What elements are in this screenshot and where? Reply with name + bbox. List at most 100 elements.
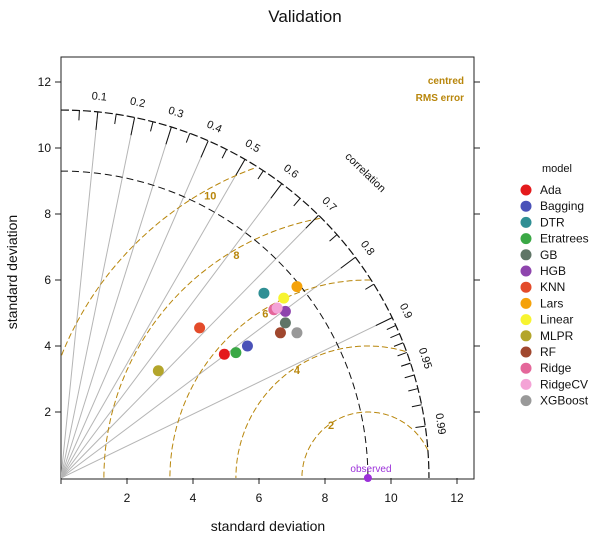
- rms-contour: [169, 279, 371, 478]
- correlation-tick: [340, 256, 356, 269]
- point-bagging: [241, 340, 253, 352]
- correlation-tick-label: 0.2: [129, 95, 146, 110]
- correlation-tick: [130, 117, 136, 136]
- legend-label-mlpr: MLPR: [540, 329, 574, 343]
- point-lars: [291, 281, 303, 293]
- legend-title: model: [542, 163, 572, 175]
- correlation-tick: [235, 159, 246, 176]
- plot-area: 2 4 6 8 10 0.1 0.2 0.3 0.4 0.5 0.6 0.7 0.8 0.9 0.95 0.9…: [38, 75, 480, 505]
- legend-marker-hgb: [520, 265, 532, 277]
- x-tick-label: 12: [450, 491, 464, 505]
- rms-contour: [235, 345, 406, 478]
- chart-title: Validation: [268, 7, 341, 26]
- legend-marker-ridgecv: [520, 378, 532, 390]
- legend-label-etratrees: Etratrees: [540, 232, 589, 246]
- correlation-tick-label: 0.9: [397, 302, 414, 321]
- legend-marker-mlpr: [520, 330, 532, 342]
- correlation-tick: [150, 121, 154, 132]
- point-mlpr: [152, 365, 164, 377]
- legend-marker-rf: [520, 346, 532, 358]
- correlation-tick-label: 0.8: [358, 239, 377, 258]
- legend-label-hgb: HGB: [540, 264, 566, 278]
- rms-contour-label: 10: [204, 191, 216, 203]
- correlation-tick: [165, 126, 172, 145]
- legend-marker-linear: [520, 314, 532, 326]
- point-rf: [274, 327, 286, 339]
- correlation-tick: [221, 149, 228, 159]
- x-axis-title: standard deviation: [211, 518, 325, 534]
- legend: Ada Bagging DTR Etratrees GB HGB KNN Lars Linear…: [520, 183, 589, 408]
- legend-marker-gb: [520, 249, 532, 261]
- y-tick-label: 2: [44, 405, 51, 419]
- correlation-tick: [365, 283, 375, 290]
- legend-label-knn: KNN: [540, 280, 565, 294]
- sd-reference-arc: [61, 170, 369, 479]
- y-tick-label: 6: [44, 273, 51, 287]
- legend-marker-bagging: [520, 200, 532, 212]
- legend-label-ridgecv: RidgeCV: [540, 377, 588, 391]
- correlation-tick: [411, 404, 422, 408]
- legend-label-linear: Linear: [540, 313, 573, 327]
- point-xgboost: [291, 327, 303, 339]
- correlation-ray: [61, 111, 99, 479]
- legend-marker-dtr: [520, 216, 532, 228]
- y-tick-label: 12: [38, 75, 52, 89]
- correlation-tick-label: 0.3: [167, 105, 185, 121]
- correlation-ray: [61, 256, 356, 479]
- correlation-tick: [397, 351, 408, 357]
- plot-frame: [60, 56, 475, 480]
- correlation-tick-label: 0.6: [281, 162, 300, 181]
- clipped-layer: 2 4 6 8 10: [61, 109, 430, 479]
- legend-marker-ada: [520, 184, 532, 196]
- correlation-tick-label: 0.4: [205, 119, 224, 136]
- x-tick-label: 2: [124, 491, 131, 505]
- legend-label-ada: Ada: [540, 183, 562, 197]
- rms-contour-label: 2: [328, 420, 334, 432]
- legend-label-lars: Lars: [540, 296, 563, 310]
- legend-marker-etratrees: [520, 233, 532, 245]
- x-tick-label: 8: [322, 491, 329, 505]
- correlation-tick: [390, 333, 400, 339]
- rms-contour-label: 8: [233, 250, 239, 262]
- legend-label-bagging: Bagging: [540, 199, 584, 213]
- correlation-tick: [393, 342, 404, 347]
- y-tick-label: 4: [44, 339, 51, 353]
- rms-contour: [301, 411, 429, 478]
- point-linear: [278, 292, 290, 304]
- correlation-tick-label: 0.5: [243, 137, 262, 155]
- legend-label-dtr: DTR: [540, 215, 565, 229]
- legend-label-gb: GB: [540, 248, 557, 262]
- correlation-tick: [200, 140, 209, 158]
- y-tick-label: 8: [44, 207, 51, 221]
- rms-contour: [103, 217, 320, 478]
- rms-contour: [61, 167, 254, 356]
- y-tick-label: 10: [38, 141, 52, 155]
- correlation-tick: [329, 234, 338, 242]
- point-etratrees: [230, 347, 242, 359]
- correlation-tick-label: 0.1: [91, 90, 107, 103]
- legend-marker-xgboost: [520, 395, 532, 407]
- correlation-ray: [61, 140, 209, 479]
- correlation-tick: [408, 388, 419, 392]
- legend-marker-lars: [520, 297, 532, 309]
- correlation-tick: [305, 214, 319, 229]
- x-tick-label: 10: [384, 491, 398, 505]
- correlation-ray: [61, 317, 393, 479]
- point-ridgecv: [271, 302, 283, 314]
- point-knn: [194, 322, 206, 334]
- legend-marker-ridge: [520, 362, 532, 374]
- x-tick-label: 6: [256, 491, 263, 505]
- legend-label-xgboost: XGBoost: [540, 394, 589, 408]
- y-axis-title: standard deviation: [4, 215, 20, 329]
- legend-label-rf: RF: [540, 345, 556, 359]
- rms-contour-label: 6: [262, 308, 268, 320]
- legend-label-ridge: Ridge: [540, 361, 572, 375]
- correlation-tick: [404, 374, 415, 379]
- observed-point: [363, 474, 372, 482]
- correlation-tick: [375, 317, 393, 326]
- rms-legend-line-1: centred: [428, 76, 464, 87]
- point-ada: [218, 348, 230, 360]
- x-tick-label: 4: [190, 491, 197, 505]
- correlation-tick: [95, 111, 99, 131]
